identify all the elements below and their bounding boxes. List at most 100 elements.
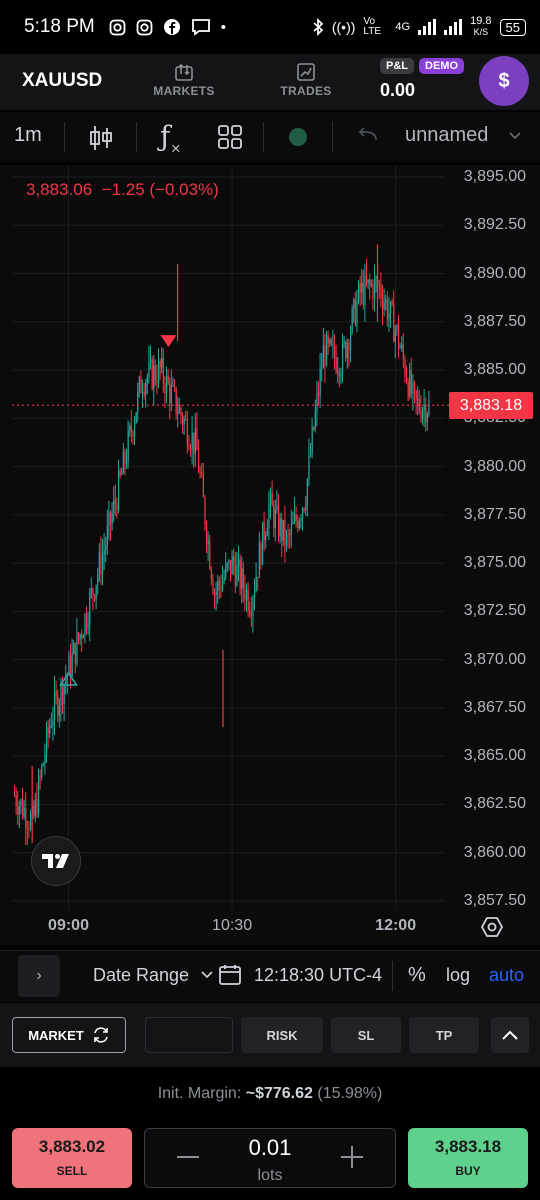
- candle-body: [169, 383, 171, 404]
- candle-body: [300, 518, 302, 521]
- candle-body: [172, 385, 174, 387]
- candle-body: [423, 404, 425, 411]
- candle-body: [202, 475, 204, 498]
- candle-body: [271, 492, 273, 507]
- price-axis-label: 3,880.00: [463, 457, 526, 475]
- candle-body: [386, 299, 388, 320]
- price-chart[interactable]: 3,883.06 −1.25 (−0.03%) 3,895.00 3,892.50…: [0, 165, 540, 945]
- chart-settings-icon[interactable]: [480, 915, 504, 944]
- candle-body: [86, 614, 88, 628]
- candle-body: [278, 505, 280, 537]
- candle-body: [263, 522, 265, 541]
- chevron-down-icon[interactable]: [508, 128, 522, 147]
- instagram-icon: [136, 19, 153, 35]
- candle-body: [127, 430, 129, 462]
- order-type-field[interactable]: [145, 1017, 233, 1053]
- candle-body: [182, 415, 184, 425]
- undo-icon[interactable]: [356, 126, 380, 151]
- increase-lots-button[interactable]: [339, 1143, 365, 1176]
- candle-body: [335, 357, 337, 372]
- candles-icon[interactable]: [88, 124, 114, 157]
- candle-body: [396, 325, 398, 331]
- sell-button[interactable]: 3,883.02 SELL: [12, 1128, 132, 1188]
- clock-label[interactable]: 12:18:30 UTC-4: [254, 965, 383, 985]
- candle-body: [82, 636, 84, 639]
- candle-body: [422, 410, 424, 420]
- hotspot-icon: ((•)): [331, 19, 356, 35]
- market-label: MARKET: [28, 1027, 84, 1043]
- price-axis-label: 3,867.50: [463, 698, 526, 716]
- candle-body: [369, 279, 371, 285]
- buy-button[interactable]: 3,883.18 BUY: [408, 1128, 528, 1188]
- candle-body: [129, 425, 131, 431]
- indicators-icon[interactable]: ƒ×: [160, 120, 182, 157]
- tp-button[interactable]: TP: [409, 1017, 479, 1053]
- sell-price: 3,883.02: [38, 1137, 106, 1156]
- status-bar: 5:18 PM • ((•)) Vo LTE 4G 19.8 K/S 55: [0, 0, 540, 54]
- collapse-button[interactable]: [491, 1017, 529, 1053]
- candle-body: [41, 765, 43, 777]
- sl-button[interactable]: SL: [331, 1017, 401, 1053]
- calendar-icon[interactable]: [218, 963, 242, 992]
- candle-body: [310, 453, 312, 455]
- change-label: −1.25 (−0.03%): [101, 180, 219, 199]
- candle-body: [154, 365, 156, 381]
- tradingview-logo[interactable]: [31, 836, 81, 886]
- candle-body: [110, 511, 112, 525]
- candle-body: [383, 302, 385, 310]
- interval-selector[interactable]: 1m: [14, 124, 42, 146]
- lots-value[interactable]: 0.01: [248, 1135, 292, 1160]
- lots-stepper[interactable]: 0.01 lots: [144, 1128, 396, 1188]
- replay-dot-icon[interactable]: [288, 127, 308, 152]
- candle-body: [63, 684, 65, 704]
- trades-tab[interactable]: TRADES: [261, 62, 351, 98]
- margin-value: ~$776.62: [245, 1085, 313, 1102]
- candle-body: [412, 382, 414, 394]
- candle-body: [191, 432, 193, 450]
- markets-tab[interactable]: MARKETS: [139, 62, 229, 98]
- market-order-button[interactable]: MARKET: [12, 1017, 126, 1053]
- battery-icon: 55: [499, 18, 526, 36]
- candle-body: [186, 419, 188, 446]
- candle-body: [356, 300, 358, 325]
- pnl-badge: P&L: [380, 58, 414, 74]
- candle-body: [415, 390, 417, 400]
- ohlc-readout: 3,883.06 −1.25 (−0.03%): [26, 180, 219, 200]
- log-toggle[interactable]: log: [446, 965, 471, 985]
- percent-toggle[interactable]: %: [408, 964, 426, 986]
- candle-body: [87, 625, 89, 628]
- candle-body: [380, 284, 382, 299]
- decrease-lots-button[interactable]: [175, 1143, 201, 1176]
- candle-body: [134, 422, 136, 437]
- account-avatar[interactable]: $: [479, 56, 529, 106]
- candle-body: [39, 776, 41, 778]
- candle-body: [345, 342, 347, 359]
- candle-body: [391, 301, 393, 305]
- auto-toggle[interactable]: auto: [489, 965, 525, 985]
- candle-body: [97, 574, 99, 586]
- candle-body: [318, 392, 320, 396]
- candle-body: [265, 535, 267, 541]
- candle-body: [314, 410, 316, 430]
- expand-button[interactable]: ›: [18, 955, 60, 997]
- candle-body: [239, 559, 241, 589]
- price-axis-label: 3,872.50: [463, 602, 526, 620]
- candle-body: [137, 390, 139, 413]
- candle-body: [38, 776, 40, 814]
- date-range-button[interactable]: Date Range: [93, 965, 214, 986]
- candle-body: [342, 343, 344, 374]
- symbol-title[interactable]: XAUUSD: [22, 70, 103, 91]
- candle-body: [417, 398, 419, 400]
- demo-badge: DEMO: [419, 58, 464, 74]
- lots-label: lots: [257, 1167, 283, 1184]
- layout-name[interactable]: unnamed: [405, 124, 489, 146]
- chart-canvas[interactable]: [0, 165, 540, 945]
- candle-body: [49, 726, 51, 734]
- layouts-icon[interactable]: [217, 124, 243, 155]
- candle-body: [95, 585, 97, 599]
- facebook-icon: [163, 19, 180, 35]
- risk-button[interactable]: RISK: [241, 1017, 323, 1053]
- candle-body: [311, 426, 313, 454]
- candle-body: [175, 387, 177, 414]
- candle-body: [76, 632, 78, 664]
